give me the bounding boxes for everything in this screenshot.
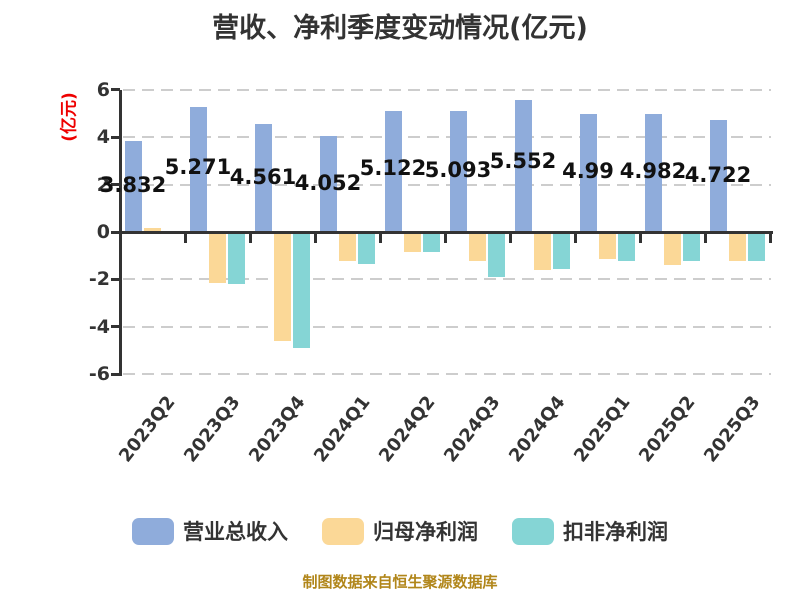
deducted-profit-series-swatch [512, 517, 554, 545]
bar-归母净利润-2025Q2 [664, 233, 681, 265]
legend-label-deducted-profit: 扣非净利润 [563, 520, 668, 544]
legend-label-net-profit: 归母净利润 [373, 520, 478, 544]
xaxis-tick-mark [573, 233, 577, 243]
bar-value-label: 4.561 [229, 165, 297, 189]
xaxis-category-label: 2025Q2 [634, 392, 700, 467]
xaxis-tick-mark [638, 233, 642, 243]
bar-value-label: 4.722 [684, 163, 752, 187]
bar-营业总收入-2023Q2 [125, 141, 142, 232]
bar-扣非净利润-2025Q3 [748, 233, 765, 261]
revenue-series-swatch [132, 517, 174, 545]
bar-value-label: 5.552 [489, 149, 557, 173]
x-axis-line [118, 230, 773, 234]
yaxis-tick-mark [111, 183, 120, 187]
xaxis-category-label: 2023Q2 [114, 392, 180, 467]
xaxis-category-label: 2025Q1 [569, 392, 635, 467]
bar-归母净利润-2025Q1 [599, 233, 616, 259]
bar-value-label: 4.99 [562, 159, 614, 183]
yaxis-tick-mark [111, 230, 120, 234]
chart-title: 营收、净利季度变动情况(亿元) [212, 13, 588, 44]
yaxis-tick-label: 4 [96, 126, 110, 149]
bar-归母净利润-2023Q2 [144, 227, 161, 232]
xaxis-category-label: 2023Q3 [179, 392, 245, 467]
legend-item-deducted-profit[interactable]: 扣非净利润 [512, 516, 668, 546]
bar-扣非净利润-2024Q4 [553, 233, 570, 269]
legend-item-net-profit[interactable]: 归母净利润 [322, 516, 478, 546]
xaxis-category-label: 2024Q2 [374, 392, 440, 467]
gridline-y6 [123, 88, 771, 91]
gridline-y4 [123, 136, 771, 139]
net-profit-series-swatch [322, 517, 364, 545]
xaxis-category-label: 2024Q3 [439, 392, 505, 467]
xaxis-category-label: 2025Q3 [699, 392, 765, 467]
bar-营业总收入-2025Q2 [645, 113, 662, 232]
bar-归母净利润-2024Q4 [534, 233, 551, 271]
yaxis-tick-mark [111, 88, 120, 92]
bar-value-label: 5.271 [164, 155, 232, 179]
bar-营业总收入-2024Q2 [385, 110, 402, 232]
bar-营业总收入-2024Q4 [515, 100, 532, 232]
bar-归母净利润-2024Q2 [404, 233, 421, 252]
data-source-note: 制图数据来自恒生聚源数据库 [302, 573, 498, 591]
bar-营业总收入-2025Q1 [580, 113, 597, 232]
bar-value-label: 4.982 [619, 159, 687, 183]
xaxis-category-label: 2024Q1 [309, 392, 375, 467]
bar-扣非净利润-2023Q3 [228, 233, 245, 285]
bar-归母净利润-2023Q3 [209, 233, 226, 283]
xaxis-tick-mark [703, 233, 707, 243]
xaxis-tick-mark [183, 233, 187, 243]
xaxis-tick-mark [768, 233, 772, 243]
yaxis-tick-mark [111, 277, 120, 281]
legend: 营业总收入 归母净利润 扣非净利润 [0, 516, 800, 546]
yaxis-tick-label: -6 [88, 363, 110, 386]
xaxis-tick-mark [313, 233, 317, 243]
bar-归母净利润-2024Q1 [339, 233, 356, 261]
bar-value-label: 3.832 [99, 173, 167, 197]
yaxis-tick-label: -4 [88, 315, 110, 338]
yaxis-tick-mark [111, 325, 120, 329]
bar-营业总收入-2024Q1 [320, 135, 337, 232]
xaxis-category-label: 2024Q4 [504, 392, 570, 467]
bar-营业总收入-2025Q3 [710, 120, 727, 232]
yaxis-tick-label: -2 [88, 268, 110, 291]
bar-营业总收入-2023Q3 [190, 107, 207, 232]
bar-扣非净利润-2025Q1 [618, 233, 635, 261]
gridline-y-2 [123, 278, 771, 281]
yaxis-tick-label: 2 [96, 173, 110, 196]
bar-营业总收入-2023Q4 [255, 123, 272, 232]
legend-item-revenue[interactable]: 营业总收入 [132, 516, 288, 546]
bar-归母净利润-2025Q3 [729, 233, 746, 261]
bar-value-label: 4.052 [294, 171, 362, 195]
gridline-y-4 [123, 325, 771, 328]
yaxis-tick-label: 0 [96, 221, 110, 243]
xaxis-tick-mark [248, 233, 252, 243]
bar-扣非净利润-2024Q1 [358, 233, 375, 264]
xaxis-tick-mark [378, 233, 382, 243]
xaxis-tick-mark [443, 233, 447, 243]
legend-label-revenue: 营业总收入 [183, 520, 288, 544]
yaxis-tick-mark [111, 135, 120, 139]
bar-value-label: 5.093 [424, 158, 492, 182]
bar-扣非净利润-2024Q3 [488, 233, 505, 277]
bar-扣非净利润-2023Q4 [293, 233, 310, 348]
gridline-y-6 [123, 373, 771, 376]
xaxis-category-label: 2023Q4 [244, 392, 310, 467]
bar-营业总收入-2024Q3 [450, 111, 467, 232]
yaxis-tick-mark [111, 372, 120, 376]
xaxis-tick-mark [508, 233, 512, 243]
yaxis-tick-label: 6 [96, 78, 110, 101]
bar-归母净利润-2024Q3 [469, 233, 486, 261]
gridline-y2 [123, 183, 771, 186]
bar-扣非净利润-2024Q2 [423, 233, 440, 253]
bar-归母净利润-2023Q4 [274, 233, 291, 341]
bar-value-label: 5.122 [359, 156, 427, 180]
bar-扣非净利润-2025Q2 [683, 233, 700, 261]
